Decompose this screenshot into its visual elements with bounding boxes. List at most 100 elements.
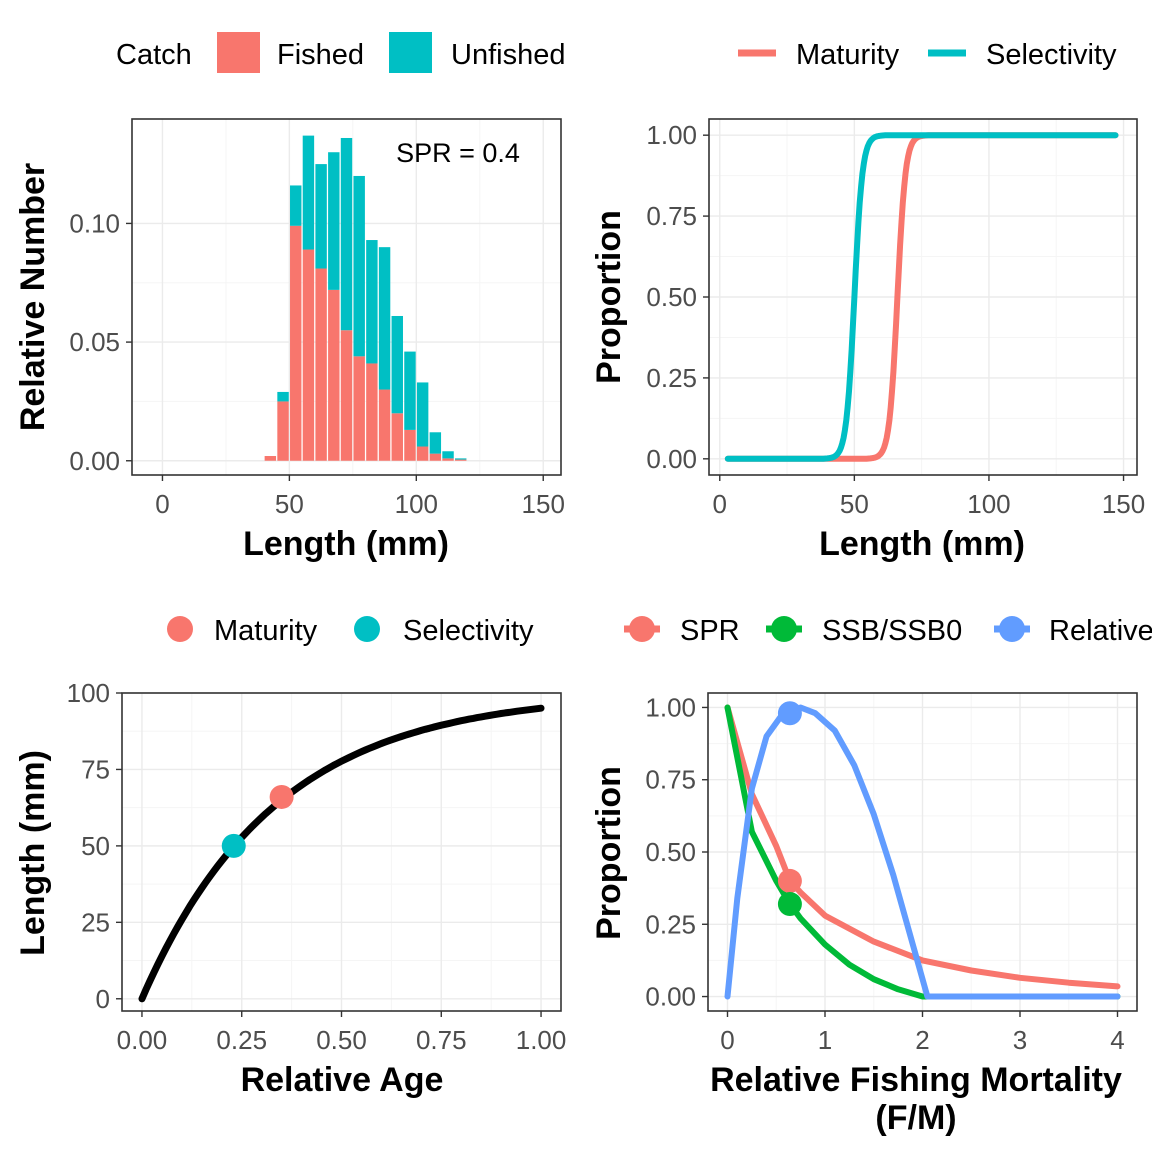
y-tick-label: 0.50 bbox=[645, 837, 696, 867]
bar-unfished bbox=[455, 458, 467, 460]
y-tick-label: 50 bbox=[81, 831, 110, 861]
x-tick-label: 50 bbox=[275, 489, 304, 519]
bar-fished bbox=[391, 413, 403, 461]
point-selectivity bbox=[221, 833, 246, 858]
x-tick-label: 150 bbox=[522, 489, 565, 519]
bar-fished bbox=[429, 453, 442, 461]
legend-key-maturity-point bbox=[167, 616, 193, 642]
bar-fished bbox=[442, 458, 454, 461]
y-axis-title-3: Length (mm) bbox=[14, 750, 52, 956]
legend-label-selectivity-point: Selectivity bbox=[403, 615, 534, 647]
x-tick-label: 100 bbox=[967, 489, 1010, 519]
legend-curves: Maturity Selectivity bbox=[738, 39, 1117, 71]
bar-unfished bbox=[391, 315, 403, 414]
bar-unfished bbox=[416, 382, 429, 447]
legend-label-unfished: Unfished bbox=[451, 39, 565, 71]
bar-unfished bbox=[302, 135, 315, 250]
y-tick-label: 0.25 bbox=[645, 909, 696, 939]
x-tick-label: 50 bbox=[840, 489, 869, 519]
x-tick-label: 0.75 bbox=[416, 1025, 467, 1055]
panel-growth-curve: 0.00 0.25 0.50 0.75 1.00 0 25 50 75 100 bbox=[67, 678, 567, 1055]
y-axis-title-1: Relative Number bbox=[14, 163, 52, 431]
x-tick-label: 0.50 bbox=[316, 1025, 367, 1055]
legend-title-catch: Catch bbox=[116, 39, 192, 71]
y-tick-label: 0.50 bbox=[646, 282, 697, 312]
line-growth bbox=[138, 704, 545, 1003]
panel-length-histogram: 0 50 100 150 0.00 0.05 0.10 bbox=[69, 118, 565, 519]
x-axis-title-3: Relative Age bbox=[241, 1061, 444, 1099]
panel-fishing-mortality: 0 1 2 3 4 0.00 0.25 0.50 0.75 1.00 bbox=[645, 692, 1138, 1055]
x-tick-label: 4 bbox=[1110, 1025, 1124, 1055]
legend-label-spr: SPR bbox=[680, 615, 740, 647]
line-spr bbox=[724, 704, 1121, 990]
y-axis-title-2: Proportion bbox=[590, 210, 628, 384]
y-tick-label: 0.75 bbox=[646, 201, 697, 231]
point-spr bbox=[777, 868, 802, 893]
legend-key-relative bbox=[999, 616, 1025, 642]
x-tick-label: 1.00 bbox=[516, 1025, 567, 1055]
x-tick-label: 1 bbox=[818, 1025, 832, 1055]
bar-unfished bbox=[429, 432, 442, 454]
x-tick-label: 0 bbox=[713, 489, 727, 519]
bar-unfished bbox=[328, 152, 340, 290]
legend-label-maturity-point: Maturity bbox=[214, 615, 318, 647]
y-tick-label: 0 bbox=[96, 984, 110, 1014]
panel-border bbox=[121, 692, 562, 1012]
x-axis-title-2: Length (mm) bbox=[819, 525, 1025, 563]
bar-fished bbox=[378, 389, 391, 461]
point-relative bbox=[777, 701, 802, 726]
line-selectivity bbox=[724, 132, 1119, 462]
legend-catch: Catch Fished Unfished bbox=[116, 32, 565, 73]
legend-key-selectivity-point bbox=[354, 616, 380, 642]
y-tick-label: 1.00 bbox=[646, 120, 697, 150]
x-tick-label: 150 bbox=[1102, 489, 1145, 519]
y-tick-label: 0.75 bbox=[645, 765, 696, 795]
y-tick-label: 0.10 bbox=[69, 208, 120, 238]
line-relative bbox=[724, 704, 1121, 1000]
x-axis-title-4: Relative Fishing Mortality (F/M) bbox=[710, 1061, 1122, 1137]
legend-growth-points: Maturity Selectivity bbox=[167, 615, 534, 647]
panel-maturity-selectivity: 0 50 100 150 0.00 0.25 0.50 0.75 1.00 bbox=[646, 118, 1145, 519]
panel-border bbox=[131, 118, 562, 476]
x-axis-title-4-line2: (F/M) bbox=[875, 1099, 956, 1137]
bar-fished bbox=[366, 363, 378, 461]
bar-fished bbox=[290, 225, 302, 461]
x-axis-title-4-line1: Relative Fishing Mortality bbox=[710, 1061, 1122, 1099]
legend-key-unfished bbox=[389, 32, 432, 73]
spr-annotation: SPR = 0.4 bbox=[396, 138, 520, 168]
bar-unfished bbox=[378, 247, 391, 390]
x-tick-label: 2 bbox=[915, 1025, 929, 1055]
legend-label-fished: Fished bbox=[277, 39, 364, 71]
y-tick-label: 25 bbox=[81, 907, 110, 937]
bar-unfished bbox=[366, 240, 378, 364]
bar-unfished bbox=[290, 185, 302, 226]
bar-fished bbox=[315, 268, 327, 461]
y-axis-title-4: Proportion bbox=[590, 766, 628, 940]
legend-label-selectivity: Selectivity bbox=[986, 39, 1117, 71]
y-tick-label: 0.00 bbox=[645, 982, 696, 1012]
panel-border bbox=[707, 692, 1138, 1012]
bar-fished bbox=[302, 249, 315, 461]
y-tick-label: 75 bbox=[81, 754, 110, 784]
y-tick-label: 0.00 bbox=[646, 444, 697, 474]
bar-fished bbox=[264, 456, 277, 461]
y-tick-label: 100 bbox=[67, 678, 110, 708]
bar-unfished bbox=[353, 175, 365, 357]
panel-border bbox=[708, 118, 1138, 476]
bar-fished bbox=[277, 401, 289, 461]
bar-fished bbox=[328, 289, 340, 461]
bar-unfished bbox=[315, 164, 327, 269]
y-tick-label: 0.25 bbox=[646, 363, 697, 393]
legend-key-ssb bbox=[771, 616, 797, 642]
x-tick-label: 3 bbox=[1013, 1025, 1027, 1055]
legend-key-fished bbox=[217, 32, 260, 73]
bar-fished bbox=[353, 356, 365, 461]
y-tick-label: 0.00 bbox=[69, 446, 120, 476]
legend-key-spr bbox=[629, 616, 655, 642]
y-tick-label: 0.05 bbox=[69, 327, 120, 357]
bar-unfished bbox=[442, 451, 454, 459]
point-ssb-ssb0 bbox=[777, 892, 802, 917]
bar-fished bbox=[416, 446, 429, 461]
bar-fished bbox=[404, 429, 416, 461]
